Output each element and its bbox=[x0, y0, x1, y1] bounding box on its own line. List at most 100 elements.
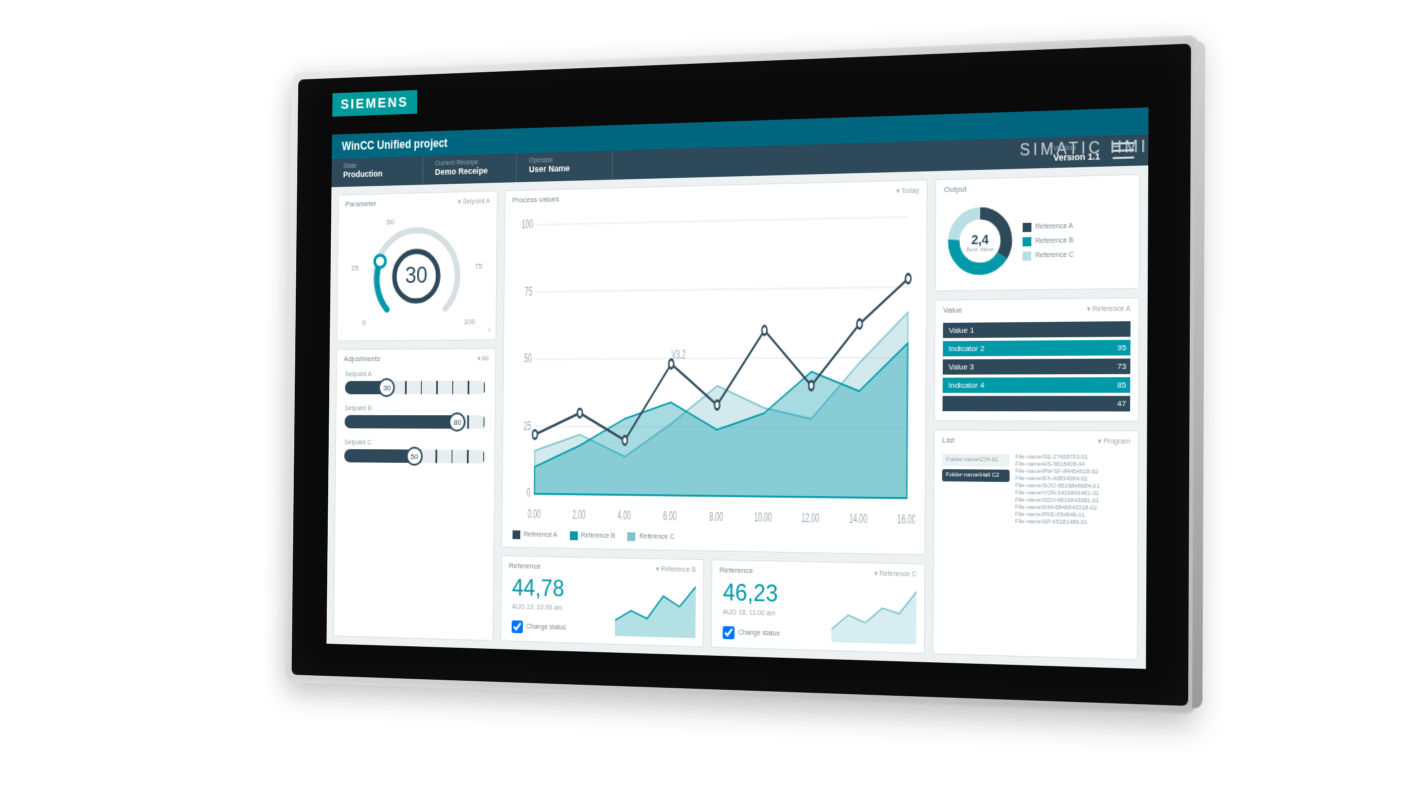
panel-title: Adjustments bbox=[344, 354, 381, 363]
value-bar: Value 3 73 bbox=[943, 359, 1131, 375]
gauge-tick: 25 bbox=[351, 264, 358, 273]
value-bar-label: Value 3 bbox=[948, 362, 974, 371]
line-chart: 10075502500.002.004.006.008.0010.0012.00… bbox=[502, 200, 926, 533]
slider-row[interactable]: Setpoint B 80 bbox=[336, 402, 495, 437]
file-item[interactable]: File-name\SE-27458793-01 bbox=[1016, 454, 1130, 461]
svg-text:2.00: 2.00 bbox=[572, 509, 586, 522]
gauge-tick: 75 bbox=[475, 262, 483, 271]
value-bar-label: Indicator 4 bbox=[948, 381, 984, 390]
status-state: State Production bbox=[331, 156, 423, 187]
status-value: User Name bbox=[529, 163, 600, 175]
svg-text:75: 75 bbox=[525, 286, 533, 299]
value-bar-label: Indicator 2 bbox=[949, 344, 985, 353]
file-item[interactable]: File-name\YON-5416843481-01 bbox=[1015, 490, 1129, 497]
middle-column: Process values Today 10075502500.002.004… bbox=[500, 179, 927, 654]
list-dropdown[interactable]: Program bbox=[1098, 437, 1130, 445]
svg-text:25: 25 bbox=[524, 420, 532, 433]
gauge-panel: Parameter Setpoint A bbox=[336, 190, 497, 341]
folder-item[interactable]: Folder-name\Hall C2 bbox=[942, 469, 1010, 482]
value-bar-label: Value 1 bbox=[949, 326, 975, 335]
screen: WinCC Unified project State Production C… bbox=[326, 107, 1148, 669]
list-panel: List Program Folder-name\274-01 Folder-na… bbox=[932, 429, 1139, 660]
gauge-tick: 0 bbox=[362, 319, 366, 328]
output-panel: Output 2,4 Best Value Reference ARefer bbox=[935, 174, 1141, 292]
gauge: 30 0 25 50 75 100 bbox=[337, 210, 497, 341]
svg-text:6.00: 6.00 bbox=[663, 510, 677, 523]
svg-text:50: 50 bbox=[524, 353, 532, 366]
left-column: Parameter Setpoint A bbox=[333, 190, 498, 641]
svg-text:14.00: 14.00 bbox=[849, 513, 868, 527]
slider-track[interactable]: 30 bbox=[345, 381, 487, 395]
donut-center-sub: Best Value bbox=[966, 246, 994, 253]
sparkline bbox=[615, 582, 696, 638]
file-item[interactable]: File-name\SOO-8516846684-01 bbox=[1015, 483, 1129, 490]
status-value: Production bbox=[343, 168, 411, 179]
svg-text:4.00: 4.00 bbox=[617, 510, 631, 523]
svg-text:8.00: 8.00 bbox=[709, 511, 723, 524]
right-column: Output 2,4 Best Value Reference ARefer bbox=[932, 174, 1140, 660]
legend-label: Reference B bbox=[581, 533, 615, 540]
sparkline bbox=[831, 587, 916, 645]
value-bar: Value 1 bbox=[943, 321, 1131, 338]
file-item[interactable]: File-name\HS-5618408-04 bbox=[1015, 462, 1129, 469]
svg-text:12.00: 12.00 bbox=[801, 512, 819, 526]
gauge-tick: 50 bbox=[387, 218, 395, 227]
slider-track[interactable]: 50 bbox=[344, 449, 486, 463]
panel-title: List bbox=[942, 436, 954, 445]
slider-knob[interactable]: 80 bbox=[449, 412, 466, 431]
chart-dropdown[interactable]: Today bbox=[896, 186, 919, 195]
status-operator: Operator User Name bbox=[517, 150, 613, 182]
refc-dropdown[interactable]: Reference C bbox=[874, 569, 916, 578]
bezel: SIEMENS SIMATIC HMI WinCC Unified projec… bbox=[292, 44, 1191, 706]
status-value: Demo Receipe bbox=[435, 165, 504, 177]
donut-legend: Reference A Reference B Reference C bbox=[1022, 221, 1073, 260]
svg-text:0.00: 0.00 bbox=[528, 509, 541, 522]
reference-c-panel: Reference Reference C 46,23 AUG 18, 11.0… bbox=[711, 559, 926, 654]
slider-row[interactable]: Setpoint A 30 bbox=[337, 367, 496, 402]
folder-item[interactable]: Folder-name\274-01 bbox=[942, 454, 1010, 467]
panel-title: Parameter bbox=[345, 199, 376, 208]
process-values-panel: Process values Today 10075502500.002.004… bbox=[501, 179, 928, 555]
value-dropdown[interactable]: Reference A bbox=[1087, 304, 1131, 313]
refb-dropdown[interactable]: Reference B bbox=[656, 565, 696, 574]
svg-text:V3.2: V3.2 bbox=[671, 349, 686, 362]
legend-item: Reference C bbox=[1022, 250, 1073, 260]
svg-text:16.00: 16.00 bbox=[897, 513, 916, 527]
gauge-value: 30 bbox=[405, 262, 428, 289]
legend-item: Reference A bbox=[1023, 221, 1074, 231]
value-bar-number: 95 bbox=[1118, 340, 1127, 356]
slider-label: Setpoint B bbox=[345, 406, 487, 413]
panel-title: Output bbox=[944, 184, 967, 194]
svg-text:100: 100 bbox=[522, 219, 534, 232]
slider-knob[interactable]: 30 bbox=[378, 378, 395, 397]
gauge-tick: 100 bbox=[464, 317, 475, 326]
panel-title: Reference bbox=[509, 561, 541, 570]
panel-title: Reference bbox=[719, 565, 753, 575]
slider-track[interactable]: 80 bbox=[345, 415, 487, 429]
value-bar-number: 73 bbox=[1117, 359, 1126, 375]
svg-text:10.00: 10.00 bbox=[754, 512, 772, 526]
donut-center-value: 2,4 bbox=[971, 231, 989, 247]
reference-b-panel: Reference Reference B 44,78 AUG 19, 10.0… bbox=[500, 555, 704, 647]
brand-device-label: SIMATIC HMI bbox=[1020, 138, 1149, 160]
panel-title: Value bbox=[943, 305, 962, 314]
chevron-right-icon[interactable]: › bbox=[487, 325, 490, 336]
legend-label: Reference A bbox=[524, 532, 558, 539]
slider-row[interactable]: Setpoint C 50 bbox=[336, 436, 495, 471]
file-item[interactable]: File-name\SP-65181486-01 bbox=[1015, 519, 1129, 527]
value-bar-number: 47 bbox=[1117, 396, 1126, 412]
file-item[interactable]: File-name\PM-SF-84454618-02 bbox=[1015, 469, 1129, 476]
adjustments-dropdown[interactable]: All bbox=[477, 354, 488, 362]
value-bar: 47 bbox=[942, 396, 1130, 412]
panel-title: Process values bbox=[512, 195, 559, 205]
value-bar-number: 85 bbox=[1117, 377, 1126, 393]
gauge-dropdown[interactable]: Setpoint A bbox=[458, 197, 490, 205]
slider-knob[interactable]: 50 bbox=[406, 447, 423, 466]
legend-item: Reference B bbox=[1023, 236, 1074, 246]
status-recipe: Current Receipe Demo Receipe bbox=[423, 153, 517, 184]
brand-logo: SIEMENS bbox=[332, 90, 417, 117]
value-bar: Indicator 2 95 bbox=[943, 340, 1131, 356]
slider-label: Setpoint A bbox=[345, 371, 487, 378]
legend-label: Reference C bbox=[639, 534, 674, 541]
file-item[interactable]: File-name\KX-40834084-02 bbox=[1015, 476, 1129, 483]
